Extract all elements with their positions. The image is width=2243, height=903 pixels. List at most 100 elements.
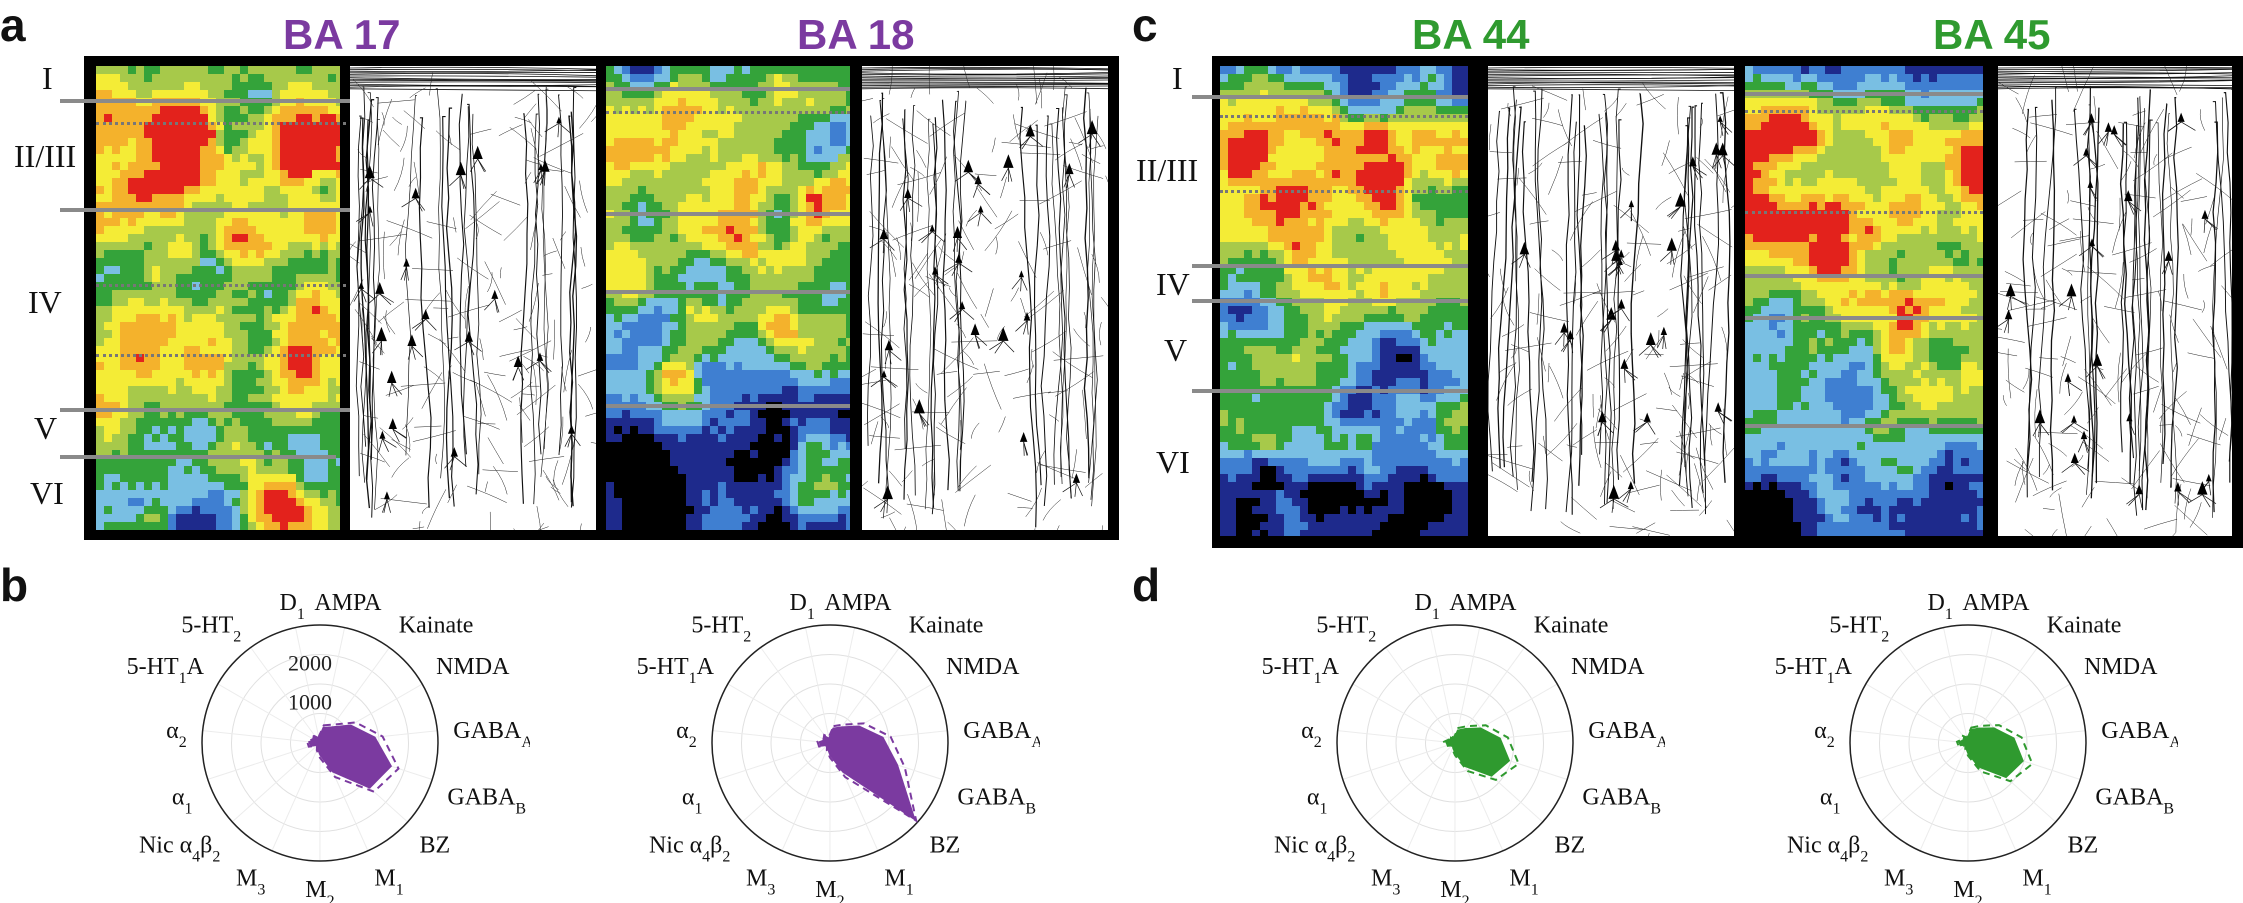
receptor-label: NMDA (2084, 654, 2158, 680)
layer-label-right-II-III: II/III (1136, 152, 1199, 188)
receptor-label: α2 (166, 718, 187, 751)
layer-label-left-VI: VI (30, 475, 64, 511)
receptor-label: α2 (1814, 718, 1835, 751)
receptor-label: GABAB (447, 785, 526, 818)
title-ba45: BA 45 (1933, 11, 2051, 58)
receptor-label: AMPA (1962, 590, 2030, 616)
radar-svg: AMPA Kainate NMDA GABAA GABAB BZ M1 M2 M3 Nic α4β… (1262, 590, 1665, 903)
layer-boundary-ba44-4 (1192, 389, 1468, 393)
layer-boundary-ba18-4 (606, 404, 850, 408)
panel-letter-c: c (1132, 0, 1158, 51)
receptor-label: 5-HT2 (1829, 613, 1889, 646)
receptor-label: α1 (1820, 784, 1841, 817)
receptor-label: 5-HT1A (637, 654, 715, 687)
neuron-drawing-ba45 (1998, 66, 2232, 536)
radar-svg: AMPA Kainate NMDA GABAA GABAB BZ M1 M2 M3 Nic α4β… (637, 590, 1040, 903)
receptor-label: BZ (1555, 833, 1586, 859)
receptor-label: M2 (1953, 877, 1982, 903)
receptor-fingerprint-ba17: 1000 2000 AMPA Kainate NMDA GABAA GABAB BZ M1 M2 M… (110, 580, 530, 903)
neuron-drawing-ba44 (1488, 66, 1734, 536)
receptor-label: 5-HT1A (1775, 654, 1853, 687)
heatmap-ba18 (606, 66, 850, 530)
layer-label-left-V: V (34, 410, 58, 446)
layer-sub-boundary-a-2 (96, 284, 346, 287)
receptor-label: GABAA (2101, 718, 2178, 751)
receptor-label: M2 (815, 877, 844, 903)
receptor-label: M1 (374, 865, 403, 898)
receptor-label: GABAB (1582, 785, 1661, 818)
receptor-label: α2 (1301, 718, 1322, 751)
receptor-label: M3 (1884, 865, 1913, 898)
receptor-label: M3 (746, 865, 775, 898)
receptor-label: NMDA (1571, 654, 1645, 680)
layer-sub-boundary-ba18-1 (606, 111, 850, 114)
receptor-label: 5-HT2 (691, 613, 751, 646)
receptor-label: GABAA (453, 718, 530, 751)
receptor-label: BZ (930, 833, 961, 859)
heatmap-ba45 (1745, 66, 1983, 536)
layer-boundary-ba44-2 (1192, 264, 1468, 268)
receptor-label: Nic α4β2 (649, 833, 730, 866)
receptor-label: Kainate (909, 613, 984, 639)
fingerprint-area (308, 724, 393, 789)
receptor-label: D1 (790, 590, 815, 623)
layer-boundary-ba44-1 (1192, 95, 1468, 99)
fingerprint-area (1445, 727, 1511, 777)
layer-boundary-a-2 (60, 208, 350, 212)
title-ba17: BA 17 (283, 11, 401, 58)
panel-letter-b: b (0, 559, 29, 611)
layer-sub-boundary-ba45-1 (1745, 110, 1983, 113)
receptor-label: α2 (676, 718, 697, 751)
receptor-fingerprint-ba18: AMPA Kainate NMDA GABAA GABAB BZ M1 M2 M3 Nic α4β… (620, 580, 1040, 903)
fingerprint-outline (305, 721, 400, 793)
layer-boundary-ba44-3 (1192, 299, 1468, 303)
layer-boundary-ba45-1 (1745, 92, 1983, 96)
layer-boundary-a-3 (60, 408, 350, 412)
receptor-label: 5-HT2 (181, 613, 241, 646)
layer-boundary-a-4 (60, 455, 336, 459)
receptor-label: AMPA (314, 590, 382, 616)
receptor-label: M1 (1509, 865, 1538, 898)
receptor-label: 5-HT1A (1262, 654, 1340, 687)
fingerprint-outline (816, 722, 918, 823)
panel-letter-d: d (1132, 559, 1161, 611)
receptor-label: GABAB (2095, 785, 2174, 818)
layer-boundary-a-1 (60, 99, 350, 103)
radar-svg: AMPA Kainate NMDA GABAA GABAB BZ M1 M2 M3 Nic α4β… (1775, 590, 2178, 903)
receptor-label: Nic α4β2 (1787, 833, 1868, 866)
receptor-fingerprint-ba44: AMPA Kainate NMDA GABAA GABAB BZ M1 M2 M3 Nic α4β… (1245, 580, 1665, 903)
receptor-label: α1 (172, 784, 193, 817)
receptor-label: BZ (2068, 833, 2099, 859)
receptor-label: 5-HT1A (127, 654, 205, 687)
receptor-label: D1 (1415, 590, 1440, 623)
receptor-label: GABAA (963, 718, 1040, 751)
layer-label-left-I: I (42, 60, 53, 96)
receptor-label: Kainate (2047, 613, 2122, 639)
receptor-label: α1 (1307, 784, 1328, 817)
layer-label-right-V: V (1164, 332, 1188, 368)
receptor-label: M2 (1440, 877, 1469, 903)
layer-sub-boundary-a-1 (96, 122, 346, 125)
title-ba18: BA 18 (797, 11, 915, 58)
receptor-fingerprint-ba45: AMPA Kainate NMDA GABAA GABAB BZ M1 M2 M3 Nic α4β… (1758, 580, 2178, 903)
layer-label-right-I: I (1172, 60, 1183, 96)
receptor-label: GABAB (957, 785, 1036, 818)
receptor-label: Kainate (399, 613, 474, 639)
receptor-label: 5-HT2 (1316, 613, 1376, 646)
receptor-label: D1 (280, 590, 305, 623)
title-ba44: BA 44 (1412, 11, 1530, 58)
ring-tick-label: 2000 (288, 650, 332, 675)
fingerprint-area (818, 725, 917, 822)
receptor-label: AMPA (1449, 590, 1517, 616)
fingerprint-outline (1955, 724, 2034, 783)
layer-boundary-ba18-2 (606, 212, 850, 216)
layer-label-left-II-III: II/III (14, 138, 77, 174)
radar-svg: 1000 2000 AMPA Kainate NMDA GABAA GABAB BZ M1 M2 M… (127, 590, 530, 903)
receptor-label: NMDA (946, 654, 1020, 680)
receptor-label: D1 (1928, 590, 1953, 623)
layer-sub-boundary-ba45-2 (1745, 211, 1983, 214)
receptor-label: M1 (884, 865, 913, 898)
receptor-label: Nic α4β2 (1274, 833, 1355, 866)
fingerprint-outline (1442, 724, 1520, 782)
receptor-label: M3 (236, 865, 265, 898)
